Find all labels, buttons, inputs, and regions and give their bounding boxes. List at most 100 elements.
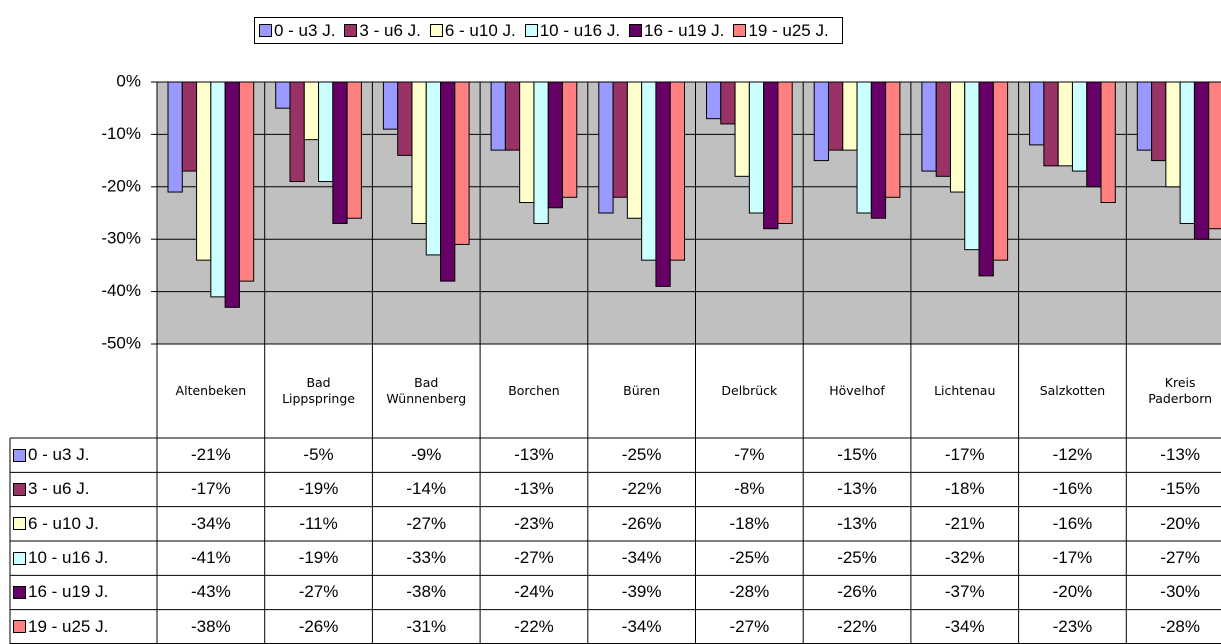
- legend-item: 3 - u6 J.: [344, 20, 421, 41]
- bar: [612, 81, 628, 198]
- table-cell: -32%: [944, 548, 985, 568]
- bar: [827, 81, 844, 151]
- bar: [921, 81, 937, 172]
- table-cell: -33%: [406, 548, 447, 568]
- table-cell: -13%: [837, 479, 877, 499]
- y-tick-label: -10%: [101, 124, 141, 143]
- category-label: Salzkotten: [1039, 383, 1106, 398]
- table-cell: -25%: [621, 445, 662, 465]
- table-cell: -11%: [299, 513, 338, 533]
- table-cell: -18%: [944, 479, 985, 499]
- legend-swatch: [733, 24, 747, 37]
- table-cell: -13%: [514, 479, 554, 499]
- legend-label: 0 - u3 J.: [274, 20, 336, 40]
- table-cell: -13%: [514, 445, 554, 465]
- table-cell: -25%: [729, 548, 770, 568]
- table-cell: -37%: [944, 582, 985, 602]
- legend-swatch: [629, 24, 643, 37]
- legend-label: 3 - u6 J.: [359, 20, 421, 40]
- legend-item: 16 - u19 J.: [629, 21, 724, 41]
- bar: [856, 81, 872, 214]
- bar: [1151, 81, 1167, 162]
- table-cell: -17%: [191, 479, 231, 499]
- row-label-text: 0 - u3 J.: [28, 445, 90, 465]
- table-cell: -17%: [944, 445, 985, 465]
- bar: [1043, 81, 1059, 167]
- row-label: 10 - u16 J.: [10, 541, 157, 575]
- y-tick-label: 0%: [116, 71, 141, 90]
- bar: [504, 81, 521, 151]
- bar: [425, 81, 442, 256]
- table-cell: -30%: [1160, 582, 1200, 602]
- bar: [289, 81, 305, 183]
- y-tick-label: -30%: [101, 229, 141, 248]
- table-cell: -5%: [303, 445, 334, 465]
- table-cell: -34%: [621, 616, 662, 636]
- category-label: Bad Lippspringe: [282, 375, 355, 406]
- table-cell: -31%: [406, 616, 447, 636]
- y-tick-label: -50%: [101, 333, 141, 352]
- legend-swatch: [344, 24, 358, 37]
- table-cell: -38%: [406, 582, 447, 602]
- y-tick-label: -20%: [101, 176, 141, 195]
- bar: [813, 81, 829, 162]
- bar: [964, 81, 980, 251]
- table-cell: -13%: [1160, 445, 1200, 465]
- table-cell: -25%: [837, 548, 877, 568]
- bar: [1057, 81, 1073, 167]
- table-cell: -27%: [406, 513, 447, 533]
- bar: [382, 81, 399, 130]
- bar: [562, 81, 578, 198]
- bar: [1100, 81, 1116, 204]
- table-cell: -22%: [837, 616, 877, 636]
- table-cell: -26%: [621, 513, 662, 533]
- table-cell: -9%: [411, 445, 442, 465]
- table-cell: -34%: [944, 616, 985, 636]
- legend-swatch: [13, 517, 26, 531]
- row-label-text: 3 - u6 J.: [28, 479, 90, 499]
- bar: [1071, 81, 1088, 172]
- table-cell: -27%: [1160, 548, 1200, 568]
- bar: [533, 81, 549, 224]
- legend-item: 19 - u25 J.: [733, 21, 829, 41]
- legend-label: 16 - u19 J.: [644, 20, 725, 40]
- table-cell: -26%: [837, 582, 877, 602]
- bar: [935, 81, 951, 177]
- row-label: 0 - u3 J.: [10, 438, 157, 472]
- table-cell: -28%: [1160, 616, 1200, 636]
- bar: [734, 81, 750, 177]
- table-cell: -20%: [1160, 513, 1200, 533]
- table-cell: -38%: [191, 616, 231, 636]
- legend-swatch: [13, 482, 26, 496]
- bar: [224, 81, 240, 308]
- row-label: 16 - u19 J.: [10, 575, 157, 609]
- bar: [626, 81, 643, 219]
- bar: [1193, 81, 1210, 240]
- table-cell: -27%: [729, 616, 770, 636]
- legend-label: 6 - u10 J.: [444, 20, 516, 40]
- category-label: Büren: [623, 383, 661, 398]
- bar: [397, 81, 413, 156]
- table-cell: -23%: [1052, 616, 1093, 636]
- row-label: 19 - u25 J.: [10, 610, 157, 644]
- bar: [332, 81, 348, 224]
- legend: 0 - u3 J. 3 - u6 J. 6 - u10 J. 10 - u16 J. 1…: [254, 17, 843, 44]
- table-cell: -14%: [406, 479, 447, 499]
- bar: [181, 81, 198, 172]
- bar: [1086, 81, 1102, 188]
- bar: [1179, 81, 1195, 224]
- legend-item: 0 - u3 J.: [259, 21, 335, 41]
- bar: [318, 81, 334, 183]
- bar: [547, 81, 564, 209]
- category-label: Bad Wünnenberg: [386, 375, 467, 406]
- bar: [949, 81, 966, 193]
- table-cell: -17%: [1052, 548, 1093, 568]
- table-cell: -27%: [514, 548, 554, 568]
- bar: [167, 81, 183, 193]
- row-label: 6 - u10 J.: [10, 507, 157, 541]
- bar: [992, 81, 1009, 261]
- table-cell: -39%: [621, 582, 662, 602]
- legend-swatch: [259, 24, 272, 37]
- table-cell: -22%: [514, 616, 554, 636]
